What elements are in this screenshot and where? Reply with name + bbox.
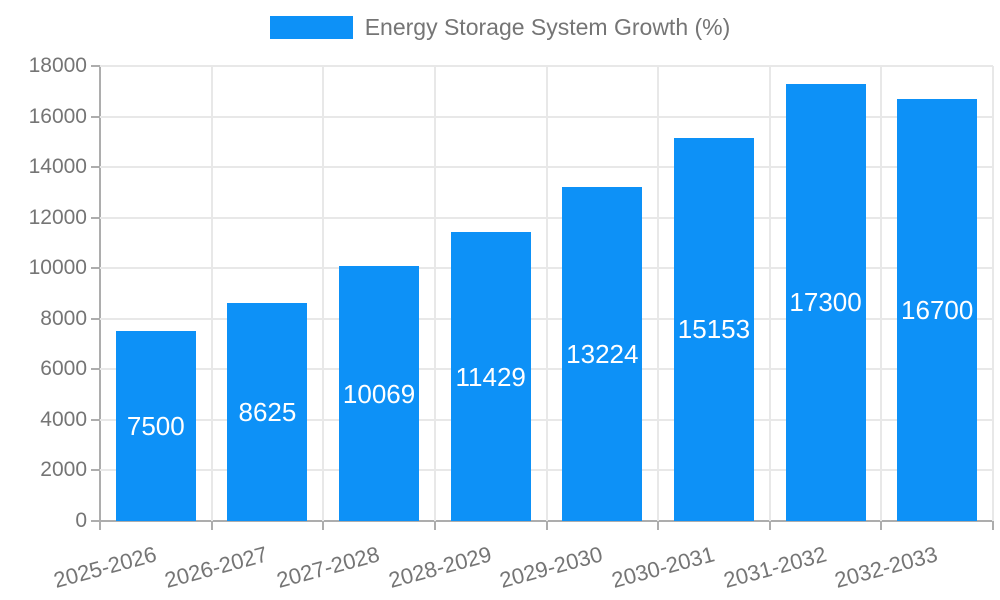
x-tick-label: 2025-2026 xyxy=(50,541,159,593)
x-axis-tick xyxy=(768,522,771,530)
bar-value-label: 10069 xyxy=(342,378,416,409)
bar-value-label: 11429 xyxy=(455,361,526,392)
y-axis-tick xyxy=(91,368,100,371)
x-axis-tick xyxy=(322,522,325,530)
x-tick-label: 2028-2029 xyxy=(385,541,494,593)
x-tick-label: 2027-2028 xyxy=(274,541,383,593)
y-tick-label: 2000 xyxy=(40,458,87,482)
bar: 8625 xyxy=(227,302,308,521)
y-tick-label: 4000 xyxy=(40,407,87,431)
y-axis-line xyxy=(99,66,101,522)
y-tick-label: 10000 xyxy=(28,256,87,280)
bar-value-label: 8625 xyxy=(238,396,297,427)
grid-line-v xyxy=(768,66,771,521)
grid-line-v xyxy=(992,66,994,521)
grid-line-v xyxy=(433,66,436,521)
y-axis-tick xyxy=(91,418,100,421)
y-axis-tick xyxy=(91,65,100,67)
y-axis-tick xyxy=(91,317,100,320)
x-tick-label: 2030-2031 xyxy=(608,541,718,593)
bar: 15153 xyxy=(673,137,754,521)
bar-value-label: 13224 xyxy=(566,338,639,369)
y-tick-label: 14000 xyxy=(28,155,87,179)
bar-value-label: 16700 xyxy=(901,294,974,325)
grid-line-v xyxy=(545,66,548,521)
plot-area: 7500 8625 10069 11429 13224 15153 17300 16700 xyxy=(100,65,994,521)
legend[interactable]: Energy Storage System Growth (%) xyxy=(0,14,1000,40)
y-tick-label: 18000 xyxy=(28,54,87,77)
bar-value-label: 15153 xyxy=(677,314,751,345)
y-axis-tick xyxy=(91,267,100,270)
x-axis-tick xyxy=(210,522,213,530)
legend-swatch xyxy=(269,15,353,39)
grid-line-v xyxy=(657,66,660,521)
x-axis-tick xyxy=(99,522,101,530)
grid-line-v xyxy=(210,66,213,521)
grid-line-v xyxy=(880,66,883,521)
x-axis-tick xyxy=(992,522,994,530)
bar: 11429 xyxy=(450,232,531,521)
y-tick-label: 0 xyxy=(75,509,87,532)
x-axis-tick xyxy=(545,522,548,530)
x-axis-line xyxy=(91,520,994,522)
y-tick-label: 8000 xyxy=(40,306,87,330)
bar: 7500 xyxy=(115,331,196,521)
bar: 10069 xyxy=(339,266,420,521)
x-tick-label: 2026-2027 xyxy=(162,541,271,593)
y-axis-tick xyxy=(91,166,100,169)
y-tick-label: 12000 xyxy=(28,205,87,229)
y-axis-tick xyxy=(91,520,100,522)
bar: 16700 xyxy=(897,98,978,521)
grid-line-v xyxy=(322,66,325,521)
bar: 17300 xyxy=(785,83,866,521)
y-tick-label: 16000 xyxy=(28,104,87,128)
x-tick-label: 2031-2032 xyxy=(720,541,829,593)
x-axis-tick xyxy=(657,522,660,530)
x-tick-label: 2029-2030 xyxy=(497,541,606,593)
legend-label: Energy Storage System Growth (%) xyxy=(364,14,731,40)
y-tick-label: 6000 xyxy=(40,357,87,381)
y-axis-tick xyxy=(91,469,100,472)
bar-value-label: 17300 xyxy=(789,287,862,318)
x-tick-label: 2032-2033 xyxy=(832,541,941,593)
x-axis-tick xyxy=(433,522,436,530)
x-axis-tick xyxy=(880,522,883,530)
y-axis-tick xyxy=(91,216,100,219)
bar-value-label: 7500 xyxy=(126,411,185,442)
y-axis-tick xyxy=(91,115,100,118)
bar: 13224 xyxy=(562,186,643,521)
